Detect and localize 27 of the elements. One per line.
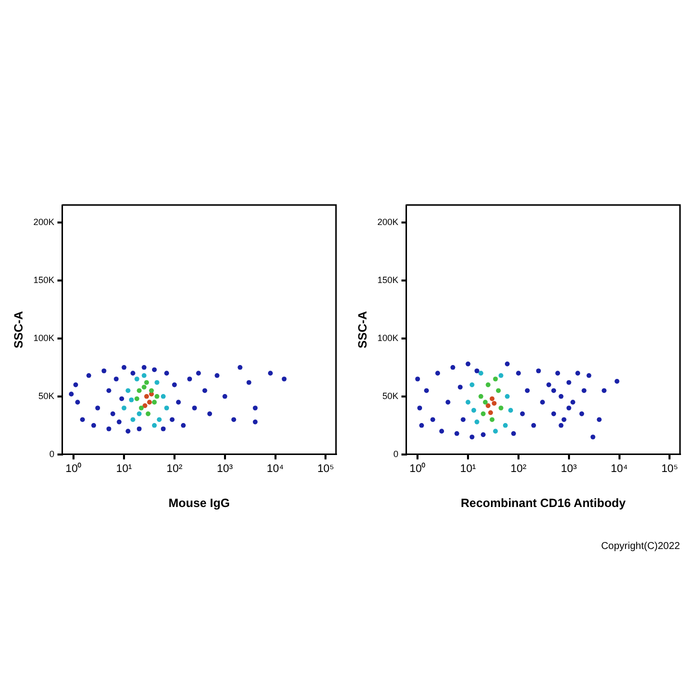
x-tick-label: 10⁵	[661, 463, 678, 476]
x-tick-label: 10¹	[460, 463, 476, 476]
y-tick-label: 100K	[377, 332, 398, 343]
y-tick-label: 150K	[377, 274, 398, 285]
y-tick-label: 50K	[38, 390, 54, 401]
x-tick-label: 10⁴	[266, 463, 284, 476]
y-axis-title: SSC-A	[356, 310, 370, 348]
x-tick-label: 10⁵	[317, 463, 334, 476]
x-tick-label: 10²	[510, 463, 527, 476]
x-tick-label: 10⁰	[409, 462, 426, 476]
x-tick-label: 10⁴	[610, 463, 628, 476]
x-tick-label: 10³	[216, 463, 234, 476]
y-tick-label: 150K	[33, 274, 54, 285]
text: Copyright(C)2022	[600, 541, 681, 552]
y-tick-label: 100K	[33, 332, 54, 343]
y-tick-label: 200K	[377, 216, 398, 227]
y-tick-label: 0	[393, 448, 398, 459]
x-tick-label: 10¹	[116, 463, 132, 476]
y-tick-label: 200K	[33, 216, 54, 227]
x-axis-title: Mouse IgG	[168, 496, 230, 510]
x-tick-label: 10²	[166, 463, 183, 476]
y-tick-label: 0	[49, 448, 54, 459]
y-axis-title: SSC-A	[12, 310, 26, 348]
x-tick-label: 10³	[560, 463, 578, 476]
x-tick-label: 10⁰	[65, 462, 82, 476]
x-axis-title: Recombinant CD16 Antibody	[460, 496, 626, 510]
y-tick-label: 50K	[382, 390, 398, 401]
